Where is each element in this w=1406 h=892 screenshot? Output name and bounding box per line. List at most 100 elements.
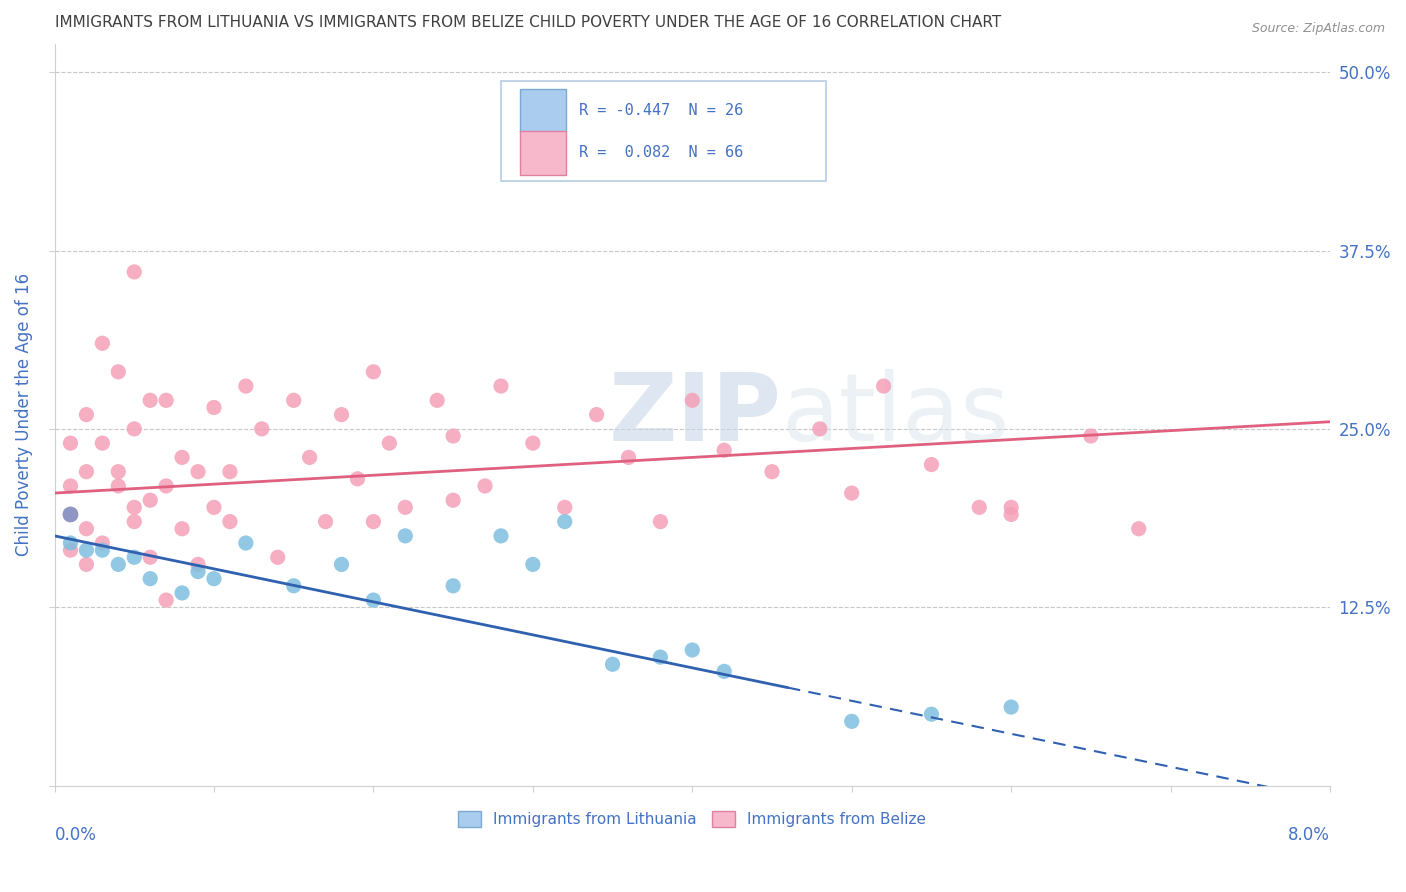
Point bbox=[219, 465, 242, 479]
Point bbox=[202, 401, 225, 415]
Point bbox=[235, 379, 257, 393]
Point bbox=[139, 572, 162, 586]
Point bbox=[59, 508, 82, 522]
Point bbox=[363, 593, 385, 607]
Point bbox=[872, 379, 894, 393]
Point bbox=[122, 550, 145, 565]
Point bbox=[330, 558, 353, 572]
Point bbox=[250, 422, 273, 436]
Point bbox=[474, 479, 496, 493]
Point bbox=[426, 393, 449, 408]
Point bbox=[1080, 429, 1102, 443]
Point bbox=[172, 586, 194, 600]
Point bbox=[172, 450, 194, 465]
FancyBboxPatch shape bbox=[520, 88, 567, 132]
Point bbox=[363, 365, 385, 379]
Point bbox=[75, 522, 97, 536]
Point bbox=[139, 393, 162, 408]
Point bbox=[187, 465, 209, 479]
Text: atlas: atlas bbox=[782, 368, 1010, 460]
Point bbox=[187, 558, 209, 572]
Point bbox=[346, 472, 368, 486]
Text: IMMIGRANTS FROM LITHUANIA VS IMMIGRANTS FROM BELIZE CHILD POVERTY UNDER THE AGE : IMMIGRANTS FROM LITHUANIA VS IMMIGRANTS … bbox=[55, 15, 1001, 30]
Point bbox=[920, 707, 942, 722]
Point bbox=[394, 500, 416, 515]
Point bbox=[187, 565, 209, 579]
Point bbox=[107, 558, 129, 572]
Point bbox=[91, 536, 114, 550]
Point bbox=[441, 579, 464, 593]
Point bbox=[235, 536, 257, 550]
Point bbox=[172, 522, 194, 536]
Point bbox=[1128, 522, 1150, 536]
Point bbox=[585, 408, 607, 422]
Point bbox=[1000, 508, 1022, 522]
Point bbox=[75, 465, 97, 479]
Point bbox=[59, 479, 82, 493]
Point bbox=[489, 529, 512, 543]
Point bbox=[155, 593, 177, 607]
Point bbox=[841, 714, 863, 729]
Point bbox=[808, 422, 831, 436]
Point bbox=[761, 465, 783, 479]
Point bbox=[219, 515, 242, 529]
Point bbox=[91, 336, 114, 351]
Text: R = -0.447  N = 26: R = -0.447 N = 26 bbox=[579, 103, 742, 118]
Text: 8.0%: 8.0% bbox=[1288, 826, 1330, 845]
Point bbox=[75, 543, 97, 558]
Point bbox=[59, 543, 82, 558]
FancyBboxPatch shape bbox=[520, 131, 567, 175]
Point bbox=[59, 508, 82, 522]
Point bbox=[139, 493, 162, 508]
Point bbox=[617, 450, 640, 465]
Point bbox=[107, 465, 129, 479]
Point bbox=[298, 450, 321, 465]
Point bbox=[267, 550, 290, 565]
Point bbox=[202, 572, 225, 586]
Text: ZIP: ZIP bbox=[609, 368, 782, 460]
Y-axis label: Child Poverty Under the Age of 16: Child Poverty Under the Age of 16 bbox=[15, 273, 32, 557]
Text: 0.0%: 0.0% bbox=[55, 826, 97, 845]
Point bbox=[122, 265, 145, 279]
Point bbox=[378, 436, 401, 450]
Point bbox=[650, 515, 672, 529]
Point bbox=[681, 643, 703, 657]
Point bbox=[1000, 500, 1022, 515]
Point bbox=[441, 493, 464, 508]
Point bbox=[155, 479, 177, 493]
Point bbox=[91, 543, 114, 558]
Point bbox=[122, 515, 145, 529]
Point bbox=[59, 436, 82, 450]
Point bbox=[554, 515, 576, 529]
FancyBboxPatch shape bbox=[501, 81, 827, 181]
Point bbox=[681, 393, 703, 408]
Point bbox=[202, 500, 225, 515]
Point bbox=[139, 550, 162, 565]
Point bbox=[394, 529, 416, 543]
Point bbox=[91, 436, 114, 450]
Point bbox=[554, 500, 576, 515]
Point bbox=[122, 422, 145, 436]
Point bbox=[920, 458, 942, 472]
Text: R =  0.082  N = 66: R = 0.082 N = 66 bbox=[579, 145, 742, 161]
Point bbox=[489, 379, 512, 393]
Point bbox=[75, 408, 97, 422]
Point bbox=[122, 500, 145, 515]
Point bbox=[713, 665, 735, 679]
Point bbox=[283, 393, 305, 408]
Point bbox=[650, 650, 672, 665]
Point bbox=[59, 536, 82, 550]
Text: Source: ZipAtlas.com: Source: ZipAtlas.com bbox=[1251, 22, 1385, 36]
Point bbox=[602, 657, 624, 672]
Legend: Immigrants from Lithuania, Immigrants from Belize: Immigrants from Lithuania, Immigrants fr… bbox=[453, 805, 932, 833]
Point bbox=[315, 515, 337, 529]
Point bbox=[1000, 700, 1022, 714]
Point bbox=[283, 579, 305, 593]
Point bbox=[522, 436, 544, 450]
Point bbox=[441, 429, 464, 443]
Point bbox=[522, 558, 544, 572]
Point bbox=[107, 479, 129, 493]
Point bbox=[75, 558, 97, 572]
Point bbox=[713, 443, 735, 458]
Point bbox=[330, 408, 353, 422]
